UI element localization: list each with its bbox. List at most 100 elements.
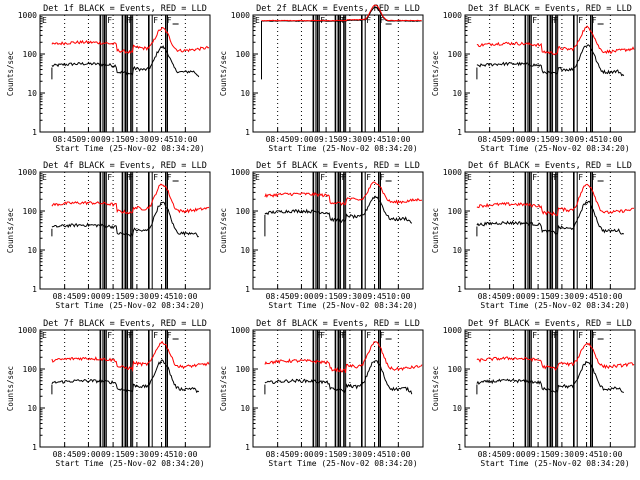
state-flag-label: F: [339, 173, 344, 182]
state-flag-label: F: [126, 331, 131, 340]
x-tick-label: 10:00: [173, 135, 197, 144]
y-tick-label: 1: [32, 443, 37, 452]
x-tick-label: 09:15: [314, 135, 338, 144]
y-tick-label: 100: [23, 365, 38, 374]
state-flag-label: F: [107, 16, 112, 25]
state-flag-label: F: [167, 16, 172, 25]
state-flag-label: F: [532, 331, 537, 340]
y-tick-label: 100: [23, 207, 38, 216]
y-tick-label: 1: [32, 285, 37, 294]
x-tick-label: 09:30: [125, 135, 149, 144]
chart-title: Det 9f BLACK = Events, RED = LLD: [468, 319, 632, 329]
y-tick-label: 1: [245, 443, 250, 452]
x-tick-label: 09:15: [101, 450, 125, 459]
x-axis-label: Start Time (25-Nov-02 08:34:20): [55, 144, 204, 153]
x-tick-label: 09:45: [363, 450, 387, 459]
y-axis-label: Counts/sec: [431, 366, 440, 411]
y-tick-label: 10: [27, 246, 37, 255]
y-axis-label: Counts/sec: [431, 51, 440, 96]
state-flag-label: E: [42, 16, 47, 25]
x-tick-label: 09:45: [575, 450, 599, 459]
state-flag-label: F: [380, 173, 385, 182]
x-tick-label: 09:30: [550, 450, 574, 459]
series-black: [476, 44, 625, 77]
chart-panel-5: Det 5f BLACK = Events, RED = LLD 1 10 100 10…: [219, 161, 424, 310]
state-flag-label: F: [578, 173, 583, 182]
x-tick-label: 09:45: [150, 135, 174, 144]
state-flag-label: F: [592, 16, 597, 25]
x-tick-label: 09:30: [550, 292, 574, 301]
series-black: [51, 45, 200, 78]
state-flag-label: F: [551, 16, 556, 25]
chart-title: Det 3f BLACK = Events, RED = LLD: [468, 4, 632, 14]
state-flag-label: F: [129, 16, 134, 25]
y-tick-label: 1000: [231, 11, 250, 20]
state-flag-label: F: [153, 331, 158, 340]
series-black: [51, 359, 200, 394]
x-tick-label: 09:00: [501, 135, 525, 144]
y-tick-label: 100: [23, 50, 38, 59]
state-flag-label: F: [126, 173, 131, 182]
x-tick-label: 09:30: [338, 450, 362, 459]
chart-title: Det 2f BLACK = Events, RED = LLD: [256, 4, 420, 14]
chart-title: Det 7f BLACK = Events, RED = LLD: [43, 319, 207, 329]
y-tick-label: 1000: [231, 168, 250, 177]
x-tick-label: 10:00: [386, 292, 410, 301]
y-axis-label: Counts/sec: [219, 366, 228, 411]
series-red: [476, 25, 635, 56]
x-tick-label: 09:00: [289, 450, 313, 459]
x-tick-label: 09:15: [314, 450, 338, 459]
y-tick-label: 1000: [443, 168, 462, 177]
x-axis-label: Start Time (25-Nov-02 08:34:20): [480, 301, 629, 310]
x-tick-label: 09:00: [289, 292, 313, 301]
state-flag-label: E: [467, 16, 472, 25]
series-red: [261, 4, 422, 22]
y-axis-label: Counts/sec: [6, 208, 15, 253]
chart-title: Det 6f BLACK = Events, RED = LLD: [468, 161, 632, 171]
y-axis-label: Counts/sec: [219, 208, 228, 253]
x-tick-label: 09:15: [526, 135, 550, 144]
series-red: [476, 183, 635, 217]
x-tick-label: 09:15: [526, 450, 550, 459]
x-tick-label: 09:45: [150, 450, 174, 459]
x-tick-label: 09:30: [125, 292, 149, 301]
x-tick-label: 09:15: [314, 292, 338, 301]
y-tick-label: 100: [236, 207, 251, 216]
series-red: [51, 340, 210, 372]
state-flag-label: F: [554, 173, 559, 182]
y-tick-label: 1000: [18, 326, 37, 335]
y-tick-label: 1: [245, 128, 250, 137]
state-flag-label: F: [342, 173, 347, 182]
state-flag-label: F: [342, 331, 347, 340]
x-tick-label: 09:00: [76, 135, 100, 144]
chart-title: Det 5f BLACK = Events, RED = LLD: [256, 161, 420, 171]
y-tick-label: 10: [240, 89, 250, 98]
state-flag-label: F: [532, 173, 537, 182]
x-tick-label: 08:45: [266, 450, 290, 459]
x-axis-label: Start Time (25-Nov-02 08:34:20): [480, 144, 629, 153]
chart-panel-9: Det 9f BLACK = Events, RED = LLD 1 10 100 10…: [431, 319, 636, 468]
x-tick-label: 10:00: [173, 450, 197, 459]
y-tick-label: 10: [27, 89, 37, 98]
x-tick-label: 09:00: [501, 292, 525, 301]
state-flag-label: F: [578, 16, 583, 25]
state-flag-label: F: [107, 173, 112, 182]
x-tick-label: 08:45: [53, 135, 77, 144]
x-tick-label: 08:45: [266, 292, 290, 301]
x-axis-label: Start Time (25-Nov-02 08:34:20): [55, 459, 204, 468]
state-flag-label: F: [380, 16, 385, 25]
x-tick-label: 08:45: [266, 135, 290, 144]
y-tick-label: 10: [452, 89, 462, 98]
x-tick-label: 09:00: [289, 135, 313, 144]
state-flag-label: F: [129, 173, 134, 182]
chart-panel-2: Det 2f BLACK = Events, RED = LLD 1 10 100 10…: [219, 4, 424, 153]
series-black: [264, 360, 413, 395]
x-tick-label: 08:45: [478, 292, 502, 301]
y-tick-label: 1: [245, 285, 250, 294]
y-tick-label: 1: [457, 128, 462, 137]
chart-panel-3: Det 3f BLACK = Events, RED = LLD 1 10 100 10…: [431, 4, 636, 153]
y-axis-label: Counts/sec: [431, 208, 440, 253]
chart-panel-1: Det 1f BLACK = Events, RED = LLD 1 10 100 10…: [6, 4, 211, 153]
x-tick-label: 08:45: [53, 292, 77, 301]
